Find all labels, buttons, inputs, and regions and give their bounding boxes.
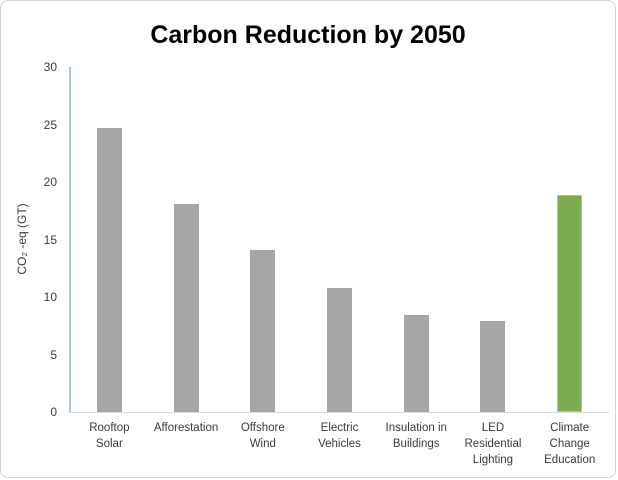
category-label-line: LED [481, 422, 505, 434]
y-tick-label: 20 [43, 175, 57, 189]
category-label-line: Offshore [240, 422, 285, 434]
category-label-line: Lighting [472, 454, 514, 466]
bar-slot [224, 67, 301, 412]
bar-insulation-in-buildings [403, 315, 429, 412]
y-tick-label: 10 [43, 290, 57, 304]
category-label-rooftop-solar: Rooftop Solar [71, 420, 148, 468]
category-label-climate-change-education: Climate Change Education [531, 420, 608, 468]
x-axis-baseline [69, 412, 609, 413]
bar-slot [71, 67, 148, 412]
y-tick-label: 5 [50, 347, 57, 362]
bar-slot [455, 67, 532, 412]
y-tick-label: 30 [43, 60, 57, 74]
bar-climate-change-education [557, 194, 583, 412]
bar-led-residential-lighting [480, 321, 506, 412]
y-tick-label: 15 [43, 232, 57, 247]
y-tick-labels: 0 5 10 15 20 25 30 [1, 60, 57, 419]
category-label-line: Wind [249, 438, 276, 450]
category-label-line: Education [544, 454, 596, 466]
category-label-line: Buildings [392, 438, 440, 450]
chart-title: Carbon Reduction by 2050 [150, 21, 466, 49]
bar-slot [531, 67, 608, 412]
category-label-line: Vehicles [318, 438, 361, 450]
bar-slot [378, 67, 455, 412]
category-label-line: Change [549, 438, 590, 450]
bar-afforestation [173, 203, 199, 412]
category-label-electric-vehicles: Electric Vehicles [301, 420, 378, 468]
plot-area [71, 67, 608, 412]
category-label-line: Residential [464, 438, 522, 450]
category-label-offshore-wind: Offshore Wind [224, 420, 301, 468]
category-label-line: Insulation in [385, 422, 447, 434]
x-axis-labels: Rooftop Solar Afforestation Offshore Wind Ele… [71, 420, 608, 468]
bar-electric-vehicles [327, 287, 353, 412]
category-label-line: Solar [95, 438, 123, 450]
bar-slot [301, 67, 378, 412]
category-label-line: Rooftop [89, 422, 130, 434]
bar-slot [148, 67, 225, 412]
category-label-line: Climate [550, 422, 590, 434]
category-label-line: Afforestation [153, 422, 219, 434]
bar-offshore-wind [250, 249, 276, 412]
category-label-afforestation: Afforestation [148, 420, 225, 468]
bar-rooftop-solar [96, 127, 122, 412]
category-label-insulation-in-buildings: Insulation in Buildings [378, 420, 455, 468]
y-tick-label: 25 [43, 117, 57, 132]
category-label-led-residential-lighting: LED Residential Lighting [455, 420, 532, 468]
y-axis-line [69, 67, 71, 412]
y-tick-label: 0 [50, 405, 57, 419]
category-label-line: Electric [320, 422, 359, 434]
